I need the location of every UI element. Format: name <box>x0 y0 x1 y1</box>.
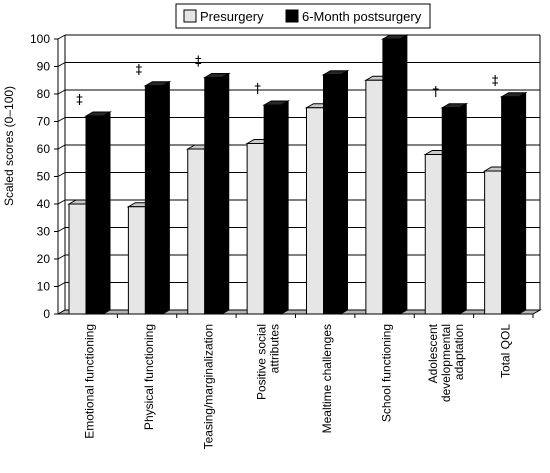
bar-side <box>458 102 467 315</box>
x-tick-label: Mealtime challenges <box>320 324 334 433</box>
bar-side <box>280 100 289 315</box>
x-tick-label-line: Adolescent <box>426 323 440 383</box>
x-tick-label-line: attributes <box>267 324 281 373</box>
y-tick-label: 60 <box>37 142 51 156</box>
x-tick-label-line: Physical functioning <box>142 324 156 430</box>
bar-postsurgery <box>85 115 104 315</box>
bar-presurgery <box>127 206 146 315</box>
significance-marker: ‡ <box>492 74 499 89</box>
y-tick-label: 0 <box>43 307 50 321</box>
legend-swatch-presurgery <box>183 9 197 23</box>
x-tick-label-line: School functioning <box>380 324 394 422</box>
bar-postsurgery <box>204 77 223 315</box>
bar-presurgery <box>246 143 265 315</box>
x-tick-label-line: adaptation <box>452 324 466 380</box>
significance-marker: † <box>254 82 261 97</box>
bar-postsurgery <box>501 96 520 315</box>
bar-side <box>161 80 170 315</box>
y-tick-label: 70 <box>37 115 51 129</box>
x-tick-label: School functioning <box>380 324 394 422</box>
x-tick-label: Teasing/marginalization <box>201 324 215 449</box>
x-tick-label: Positive social attributes <box>254 324 281 400</box>
x-tick-label-line: developmental <box>439 324 453 402</box>
y-tick-label: 40 <box>37 197 51 211</box>
x-tick-label-line: Mealtime challenges <box>320 324 334 433</box>
bar-side <box>221 72 230 315</box>
grid-depth-line <box>57 227 66 232</box>
y-tick-label: 30 <box>37 225 51 239</box>
bar-presurgery <box>187 148 206 315</box>
x-tick-label-line: Positive social <box>254 324 268 400</box>
grid-depth-line <box>57 89 66 95</box>
grid-depth-line <box>57 282 66 287</box>
significance-marker: ‡ <box>195 55 202 70</box>
bar-presurgery <box>424 154 443 315</box>
legend: Presurgery 6-Month postsurgery <box>175 3 431 29</box>
bar-side <box>340 69 348 315</box>
grid-depth-line <box>57 117 66 122</box>
bar-side <box>399 34 408 315</box>
grid-depth-line <box>57 254 66 260</box>
y-tick-label: 80 <box>37 87 51 101</box>
bar-presurgery <box>68 203 87 315</box>
significance-marker: † <box>433 85 440 100</box>
x-tick-label-line: Emotional functioning <box>83 324 97 439</box>
legend-label-presurgery: Presurgery <box>200 9 264 24</box>
bar-postsurgery <box>323 74 341 315</box>
grid-depth-line <box>57 199 66 205</box>
bar-side <box>102 111 111 315</box>
x-tick-label: Physical functioning <box>142 324 156 430</box>
bar-postsurgery <box>382 38 401 315</box>
grid-depth-line <box>57 62 66 67</box>
x-tick-label-line: Total QOL <box>498 324 512 378</box>
grid-depth-line <box>57 144 66 150</box>
x-tick-label: Total QOL <box>498 324 512 378</box>
x-tick-label-line: Teasing/marginalization <box>201 324 215 449</box>
y-tick-label: 10 <box>37 280 51 294</box>
legend-swatch-postsurgery <box>285 9 299 23</box>
y-tick-label: 100 <box>30 32 50 46</box>
significance-marker: ‡ <box>76 93 83 108</box>
bar-postsurgery <box>144 85 163 315</box>
x-tick-label: Adolescent developmental adaptation <box>426 323 466 402</box>
x-tick-label: Emotional functioning <box>83 324 97 439</box>
bar-postsurgery <box>263 104 282 315</box>
bar-side <box>518 91 527 315</box>
bar-presurgery <box>484 170 503 315</box>
bar-presurgery <box>306 107 324 315</box>
grid-depth-line <box>57 172 66 177</box>
grid-depth-line <box>57 34 66 40</box>
y-tick-label: 90 <box>37 60 51 74</box>
bar-postsurgery <box>441 107 460 315</box>
y-axis-title: Scaled scores (0–100) <box>2 86 16 206</box>
plot-area: 0 10 20 30 40 50 60 70 80 90 100 ‡ Emotional functio… <box>30 32 542 449</box>
legend-box <box>175 3 431 29</box>
bar-presurgery <box>365 79 384 315</box>
legend-label-postsurgery: 6-Month postsurgery <box>302 9 422 24</box>
significance-marker: ‡ <box>136 63 143 78</box>
y-tick-label: 20 <box>37 252 51 266</box>
y-tick-label: 50 <box>37 170 51 184</box>
